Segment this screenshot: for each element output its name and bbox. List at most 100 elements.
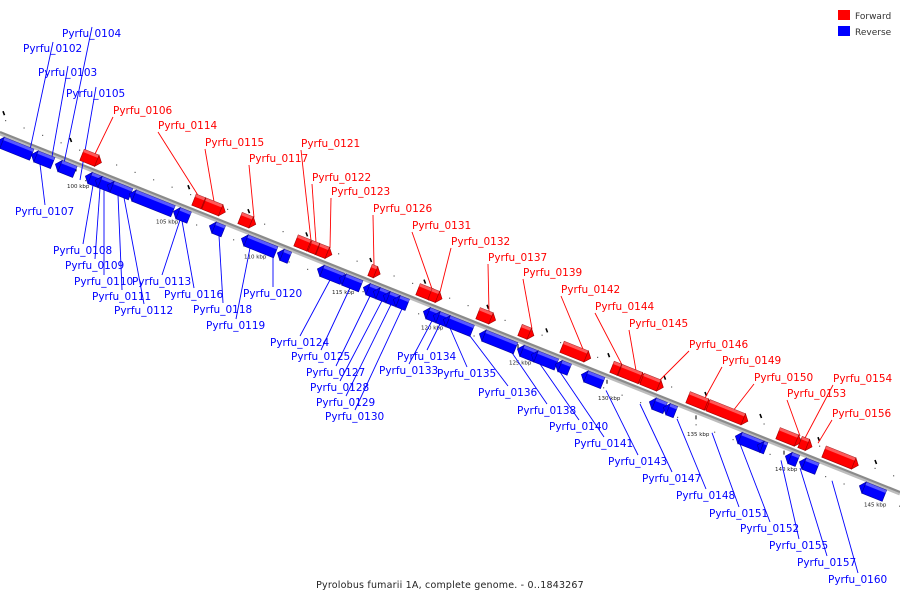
gene-label[interactable]: Pyrfu_0148 bbox=[676, 490, 735, 502]
gene-label[interactable]: Pyrfu_0107 bbox=[15, 206, 74, 218]
gene-pyrfu-0112[interactable] bbox=[105, 179, 134, 201]
gene-label[interactable]: Pyrfu_0127 bbox=[306, 367, 365, 379]
gene-label[interactable]: Pyrfu_0156 bbox=[832, 408, 892, 420]
gene-pyrfu-0132[interactable] bbox=[427, 288, 445, 304]
gene-pyrfu-0143[interactable] bbox=[579, 369, 606, 390]
gene-label[interactable]: Pyrfu_0122 bbox=[312, 172, 371, 184]
gene-label[interactable]: Pyrfu_0153 bbox=[787, 388, 846, 400]
gene-label[interactable]: Pyrfu_0147 bbox=[642, 473, 701, 485]
gene-label[interactable]: Pyrfu_0145 bbox=[629, 318, 688, 330]
gene-pyrfu-0107[interactable] bbox=[0, 135, 35, 161]
gene-pyrfu-0154[interactable] bbox=[797, 436, 815, 452]
gene-label[interactable]: Pyrfu_0144 bbox=[595, 301, 655, 313]
gene-label[interactable]: Pyrfu_0108 bbox=[53, 245, 112, 257]
gene-pyrfu-0116[interactable] bbox=[171, 206, 192, 224]
feature-marker bbox=[2, 110, 6, 116]
gene-pyrfu-0137[interactable] bbox=[475, 307, 498, 326]
gene-pyrfu-0146[interactable] bbox=[639, 372, 666, 393]
gene-label[interactable]: Pyrfu_0129 bbox=[316, 397, 375, 409]
gene-label[interactable]: Pyrfu_0120 bbox=[243, 288, 302, 300]
gene-label[interactable]: Pyrfu_0154 bbox=[833, 373, 893, 385]
gene-label[interactable]: Pyrfu_0143 bbox=[608, 456, 667, 468]
gene-label[interactable]: Pyrfu_0126 bbox=[373, 203, 433, 215]
gene-label[interactable]: Pyrfu_0141 bbox=[574, 438, 633, 450]
gene-pyrfu-0125[interactable] bbox=[337, 272, 364, 293]
gene-label[interactable]: Pyrfu_0134 bbox=[397, 351, 457, 363]
gene-label[interactable]: Pyrfu_0103 bbox=[38, 67, 97, 79]
gene-label[interactable]: Pyrfu_0113 bbox=[132, 276, 191, 288]
gene-pyrfu-0114[interactable] bbox=[191, 193, 210, 211]
gene-label[interactable]: Pyrfu_0131 bbox=[412, 220, 471, 232]
gene-pyrfu-0157[interactable] bbox=[797, 456, 820, 475]
gene-pyrfu-0152[interactable] bbox=[755, 439, 769, 455]
gene-label[interactable]: Pyrfu_0132 bbox=[451, 236, 510, 248]
gene-label[interactable]: Pyrfu_0110 bbox=[74, 276, 133, 288]
gene-label[interactable]: Pyrfu_0121 bbox=[301, 138, 360, 150]
gene-pyrfu-0117[interactable] bbox=[237, 212, 258, 229]
gene-pyrfu-0142[interactable] bbox=[559, 340, 593, 364]
gene-label[interactable]: Pyrfu_0138 bbox=[517, 405, 576, 417]
gene-pyrfu-0151[interactable] bbox=[733, 431, 765, 453]
gene-label[interactable]: Pyrfu_0142 bbox=[561, 284, 620, 296]
gene-label[interactable]: Pyrfu_0139 bbox=[523, 267, 582, 279]
gene-pyrfu-0155[interactable] bbox=[783, 451, 801, 467]
gene-label[interactable]: Pyrfu_0111 bbox=[92, 291, 151, 303]
gene-pyrfu-0135[interactable] bbox=[441, 314, 475, 337]
gene-label[interactable]: Pyrfu_0133 bbox=[379, 365, 438, 377]
gene-pyrfu-0139[interactable] bbox=[517, 324, 536, 341]
gene-pyrfu-0113[interactable] bbox=[127, 188, 176, 218]
minor-marker bbox=[597, 356, 599, 358]
gene-pyrfu-0120[interactable] bbox=[275, 247, 293, 264]
gene-pyrfu-0126[interactable] bbox=[367, 264, 383, 279]
gene-label[interactable]: Pyrfu_0157 bbox=[797, 557, 856, 569]
gene-pyrfu-0108[interactable] bbox=[29, 149, 56, 170]
gene-label[interactable]: Pyrfu_0106 bbox=[113, 105, 173, 117]
gene-pyrfu-0106[interactable] bbox=[79, 148, 104, 168]
gene-pyrfu-0109[interactable] bbox=[53, 159, 78, 178]
gene-label[interactable]: Pyrfu_0115 bbox=[205, 137, 264, 149]
gene-pyrfu-0147[interactable] bbox=[647, 396, 668, 415]
gene-label[interactable]: Pyrfu_0118 bbox=[193, 304, 252, 316]
gene-label[interactable]: Pyrfu_0135 bbox=[437, 368, 496, 380]
gene-label[interactable]: Pyrfu_0124 bbox=[270, 337, 330, 349]
gene-label[interactable]: Pyrfu_0119 bbox=[206, 320, 265, 332]
gene-label[interactable]: Pyrfu_0152 bbox=[740, 523, 799, 535]
gene-pyrfu-0140[interactable] bbox=[529, 349, 560, 371]
gene-pyrfu-0123[interactable] bbox=[315, 243, 334, 261]
gene-pyrfu-0136[interactable] bbox=[477, 328, 519, 355]
gene-label[interactable]: Pyrfu_0112 bbox=[114, 305, 173, 317]
gene-pyrfu-0160[interactable] bbox=[857, 480, 888, 502]
gene-label[interactable]: Pyrfu_0105 bbox=[66, 88, 125, 100]
gene-label[interactable]: Pyrfu_0117 bbox=[249, 153, 308, 165]
gene-pyrfu-0119[interactable] bbox=[239, 233, 279, 259]
gene-label[interactable]: Pyrfu_0149 bbox=[722, 355, 781, 367]
scale-tick-label: 115 kbp bbox=[332, 290, 355, 296]
gene-pyrfu-0150[interactable] bbox=[705, 399, 750, 427]
gene-label[interactable]: Pyrfu_0128 bbox=[310, 382, 369, 394]
gene-label[interactable]: Pyrfu_0136 bbox=[478, 387, 538, 399]
gene-label[interactable]: Pyrfu_0151 bbox=[709, 508, 768, 520]
gene-label[interactable]: Pyrfu_0116 bbox=[164, 289, 224, 301]
gene-pyrfu-0118[interactable] bbox=[207, 220, 226, 238]
gene-label[interactable]: Pyrfu_0146 bbox=[689, 339, 749, 351]
gene-label[interactable]: Pyrfu_0114 bbox=[158, 120, 218, 132]
gene-pyrfu-0153[interactable] bbox=[775, 427, 804, 448]
gene-pyrfu-0130[interactable] bbox=[391, 294, 410, 311]
gene-label[interactable]: Pyrfu_0123 bbox=[331, 186, 390, 198]
gene-pyrfu-0115[interactable] bbox=[201, 197, 228, 218]
gene-label[interactable]: Pyrfu_0109 bbox=[65, 260, 124, 272]
gene-pyrfu-0148[interactable] bbox=[661, 402, 679, 419]
gene-label[interactable]: Pyrfu_0150 bbox=[754, 372, 813, 384]
gene-label[interactable]: Pyrfu_0160 bbox=[828, 574, 887, 586]
gene-label[interactable]: Pyrfu_0137 bbox=[488, 252, 547, 264]
gene-label[interactable]: Pyrfu_0104 bbox=[62, 28, 122, 40]
gene-label[interactable]: Pyrfu_0140 bbox=[549, 421, 608, 433]
gene-pyrfu-0156[interactable] bbox=[821, 445, 861, 471]
gene-label[interactable]: Pyrfu_0155 bbox=[769, 540, 828, 552]
gene-label[interactable]: Pyrfu_0125 bbox=[291, 351, 350, 363]
minor-marker bbox=[449, 297, 451, 299]
gene-label[interactable]: Pyrfu_0102 bbox=[23, 43, 82, 55]
gene-pyrfu-0124[interactable] bbox=[315, 263, 346, 285]
gene-pyrfu-0141[interactable] bbox=[553, 359, 572, 376]
gene-label[interactable]: Pyrfu_0130 bbox=[325, 411, 384, 423]
